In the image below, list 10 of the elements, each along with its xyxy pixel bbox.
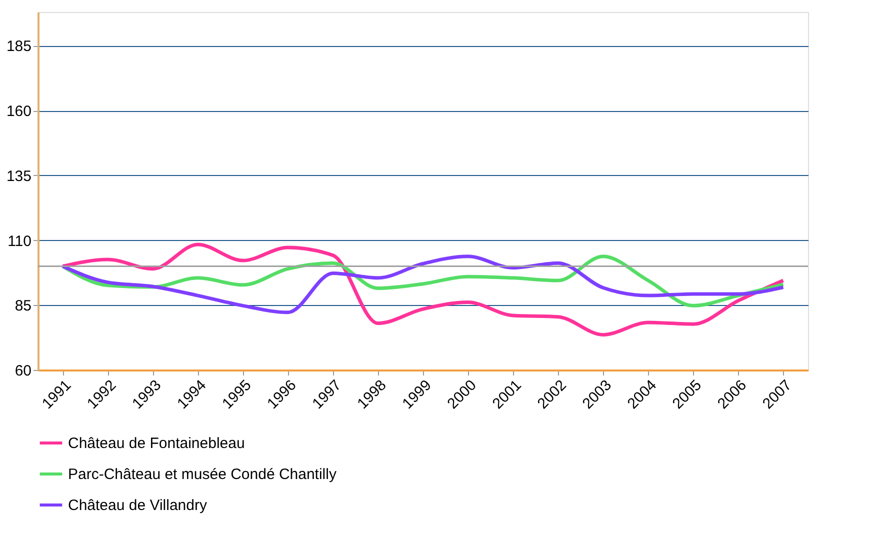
y-tick-label: 135 <box>6 168 32 185</box>
legend-label: Parc-Château et musée Condé Chantilly <box>68 466 337 483</box>
y-tick-label: 160 <box>6 103 32 120</box>
y-tick-label: 185 <box>6 38 32 56</box>
y-tick-label: 110 <box>8 232 32 250</box>
legend-label: Château de Fontainebleau <box>68 435 245 452</box>
line-series <box>61 242 785 336</box>
legend-label: Château de Villandry <box>68 497 208 514</box>
y-tick-label: 60 <box>14 362 32 380</box>
y-tick-label: 85 <box>14 298 32 315</box>
